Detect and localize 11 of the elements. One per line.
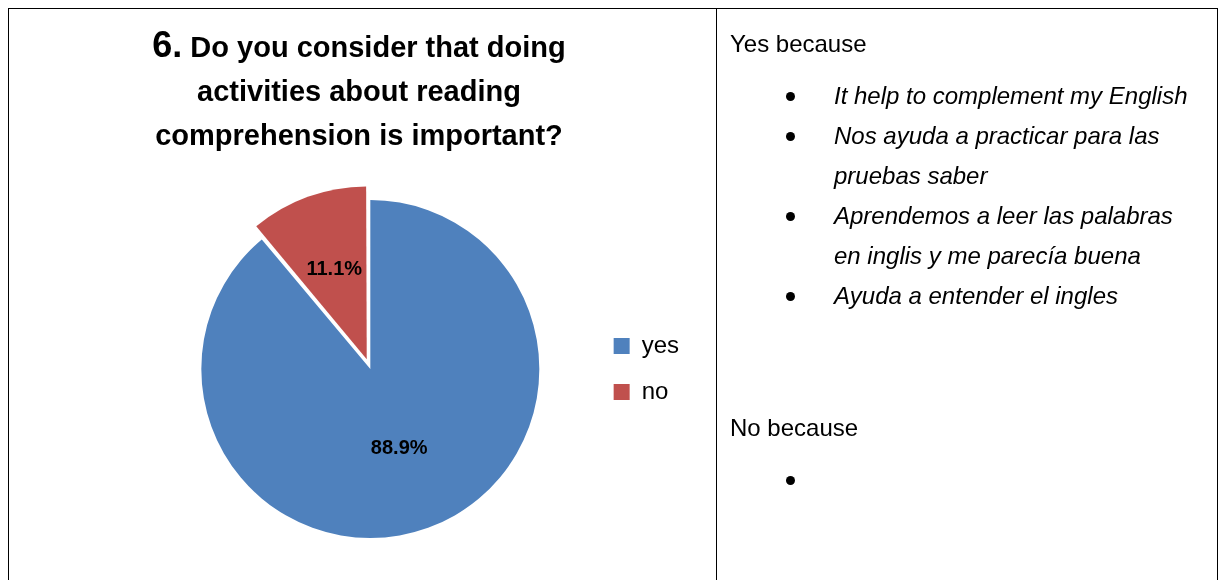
text: No because [730,413,860,443]
text: It help to complement my English [834,82,1188,109]
text: Nos ayuda a practicar para las pruebas saber [834,122,1160,189]
legend-label: yes [641,330,680,358]
data-label: 11.1% [306,257,363,280]
text: Yes because [730,29,868,59]
text: Ayuda a entender el ingles [834,282,1118,309]
text: Aprendemos a leer las palabras en inglis y me parecía buena [834,202,1173,269]
data-label: 88.9% [370,435,428,458]
legend-label: no [641,376,669,404]
chart-title: 6. Do you consider that doing activities about reading comprehension is important? [152,24,566,151]
